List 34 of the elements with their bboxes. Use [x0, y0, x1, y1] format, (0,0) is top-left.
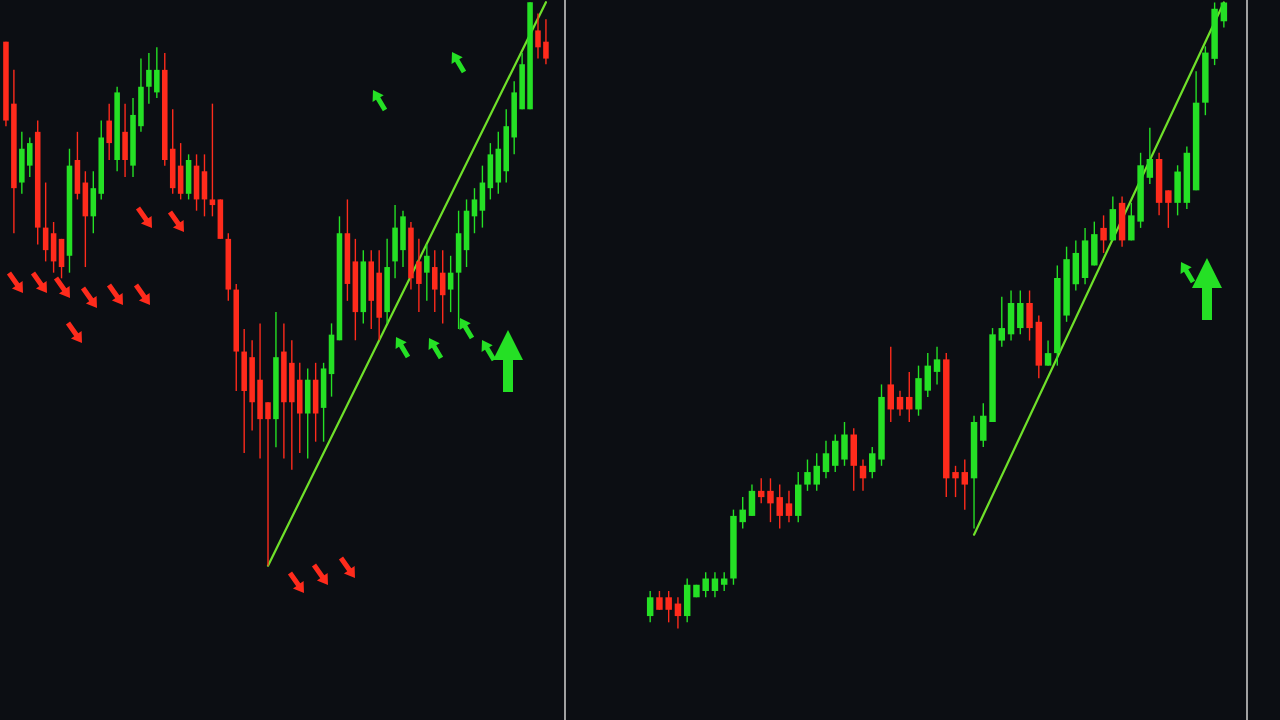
- candlestick: [1100, 214, 1107, 254]
- candlestick: [665, 590, 672, 624]
- candlestick: [27, 136, 33, 178]
- candlestick: [785, 490, 793, 523]
- candlestick: [209, 102, 216, 218]
- candlestick: [424, 243, 430, 302]
- candlestick: [154, 46, 160, 99]
- candlestick: [471, 187, 478, 234]
- candlestick: [543, 18, 549, 65]
- candlestick: [656, 590, 663, 611]
- candlestick: [961, 458, 969, 511]
- candlestick: [447, 255, 454, 313]
- candlestick: [822, 440, 830, 480]
- candlestick: [106, 102, 112, 161]
- candlestick: [767, 477, 774, 523]
- candlestick: [906, 371, 913, 423]
- candlestick: [998, 296, 1006, 348]
- candlestick: [804, 458, 811, 492]
- candlestick: [535, 12, 541, 60]
- candlestick: [702, 571, 709, 598]
- candlestick: [1044, 339, 1052, 367]
- candlestick: [813, 452, 820, 492]
- candlestick: [933, 346, 941, 386]
- candlestick: [952, 465, 959, 498]
- candlestick: [739, 496, 746, 530]
- candlestick: [1165, 189, 1172, 229]
- candlestick: [265, 401, 271, 567]
- candlestick: [776, 483, 783, 530]
- candlestick: [1146, 127, 1154, 185]
- candlestick: [146, 52, 152, 105]
- candlestick: [431, 249, 438, 313]
- candlestick: [416, 238, 422, 313]
- candlestick: [646, 590, 654, 624]
- candlestick: [869, 446, 876, 480]
